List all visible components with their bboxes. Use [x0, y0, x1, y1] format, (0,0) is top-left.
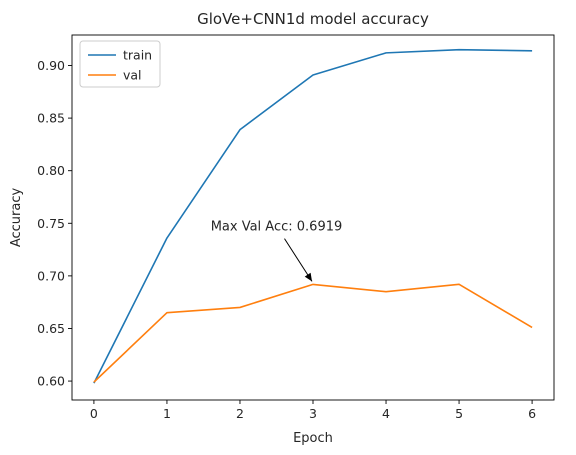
- y-axis-label: Accuracy: [9, 188, 24, 248]
- y-tick-label: 0.80: [37, 163, 65, 178]
- y-tick-label: 0.60: [37, 374, 65, 389]
- x-tick-label: 5: [455, 406, 463, 421]
- legend-label-train: train: [123, 48, 152, 63]
- plot-area: [71, 34, 555, 401]
- annotation-arrow: [284, 238, 313, 282]
- y-tick-label: 0.85: [37, 111, 65, 126]
- x-tick-label: 6: [528, 406, 536, 421]
- x-tick-label: 2: [236, 406, 244, 421]
- x-tick-label: 0: [90, 406, 98, 421]
- chart-title: GloVe+CNN1d model accuracy: [197, 10, 429, 28]
- series-lines: [93, 48, 533, 384]
- y-tick-label: 0.65: [37, 321, 65, 336]
- y-tick-label: 0.70: [37, 268, 65, 283]
- y-tick-label: 0.75: [37, 216, 65, 231]
- annotation: Max Val Acc: 0.6919: [211, 220, 343, 282]
- annotation-text: Max Val Acc: 0.6919: [211, 220, 343, 235]
- series-line-val: [93, 283, 533, 383]
- x-tick-label: 1: [163, 406, 171, 421]
- annotation-arrowhead: [304, 272, 312, 282]
- legend-label-val: val: [123, 68, 142, 83]
- y-axis: 0.60 0.65 0.70 0.75 0.80 0.85 0.90: [37, 58, 72, 389]
- x-axis: 0 1 2 3 4 5 6: [90, 400, 536, 421]
- series-line-train: [93, 48, 533, 384]
- x-tick-label: 3: [309, 406, 317, 421]
- legend: train val: [79, 40, 161, 88]
- x-axis-label: Epoch: [293, 431, 333, 446]
- y-tick-label: 0.90: [37, 58, 65, 73]
- x-tick-label: 4: [382, 406, 390, 421]
